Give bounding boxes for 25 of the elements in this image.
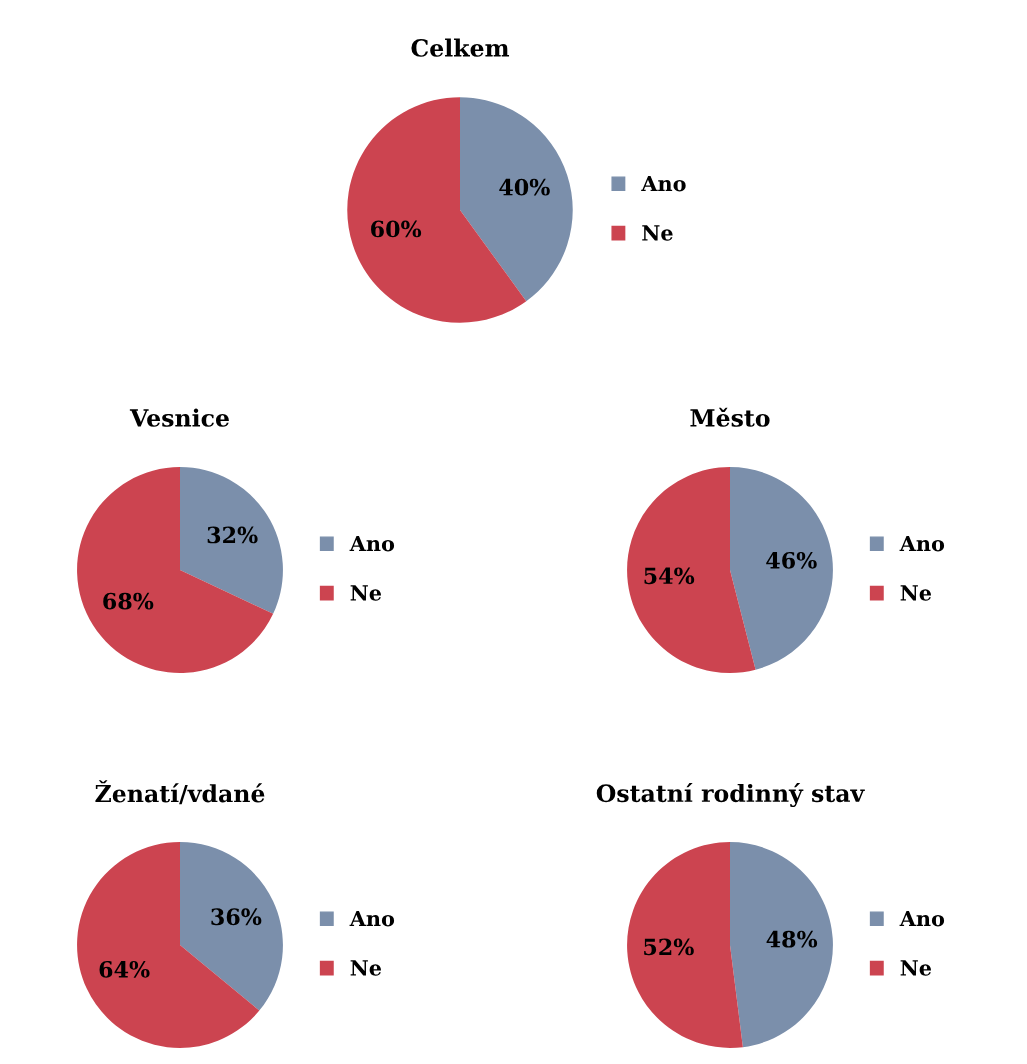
data-label: 48% — [766, 930, 818, 948]
data-label: 52% — [644, 938, 694, 956]
legend-label: Ano — [641, 175, 686, 192]
data-label: 60% — [371, 220, 422, 238]
chart-title: Celkem — [411, 38, 510, 57]
chart-title: Město — [690, 407, 770, 427]
data-label: 36% — [211, 908, 262, 926]
data-label: 64% — [99, 960, 150, 978]
legend-label: Ano — [349, 535, 395, 552]
legend-label: Ano — [349, 910, 395, 927]
legend-label: Ne — [900, 585, 932, 601]
chart-title: Vesnice — [129, 408, 229, 427]
legend-label: Ne — [350, 960, 382, 976]
legend-label: Ne — [900, 960, 932, 976]
legend-label: Ano — [899, 910, 945, 927]
data-label: 54% — [644, 567, 695, 585]
chart-title: Ostatní rodinný stav — [596, 782, 865, 808]
data-label: 68% — [103, 592, 154, 610]
legend-label: Ne — [350, 585, 382, 601]
data-label: 46% — [766, 551, 817, 569]
legend-label: Ne — [642, 225, 673, 241]
chart-title: Ženatí/vdané — [95, 780, 265, 805]
data-label: 32% — [207, 526, 258, 544]
data-label: 40% — [499, 178, 550, 196]
legend-label: Ano — [899, 535, 945, 552]
